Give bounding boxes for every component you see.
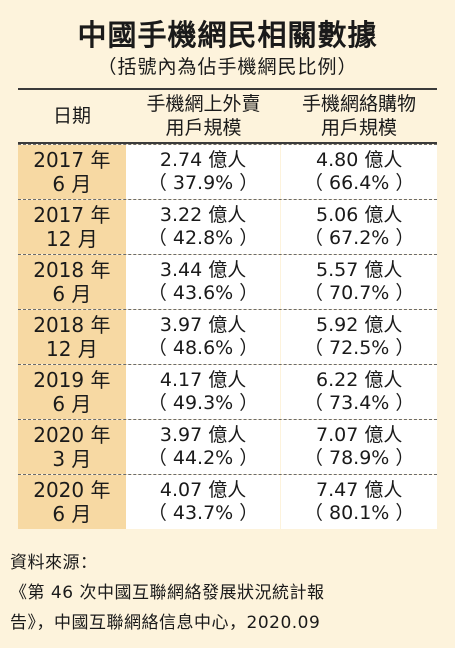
date-year: 2020 年 (33, 423, 111, 447)
takeout-cell: 2.74 億人（ 37.9% ） (125, 145, 282, 199)
takeout-cell: 3.44 億人（ 43.6% ） (125, 255, 282, 309)
takeout-percent: （ 44.2% ） (147, 447, 259, 469)
header-takeout-line2: 用戶規模 (165, 117, 242, 139)
date-cell: 2017 年 12 月 (18, 200, 126, 254)
takeout-cell: 3.22 億人（ 42.8% ） (125, 200, 282, 254)
shopping-percent: （ 67.2% ） (303, 227, 415, 249)
shopping-percent: （ 80.1% ） (303, 502, 415, 524)
shopping-cell: 5.92 億人（ 72.5% ） (281, 310, 437, 364)
takeout-cell: 3.97 億人（ 44.2% ） (125, 420, 282, 474)
takeout-users: 3.97 億人 (159, 314, 247, 336)
date-cell: 2018 年 12 月 (18, 310, 126, 364)
shopping-cell: 7.47 億人（ 80.1% ） (281, 475, 437, 529)
takeout-percent: （ 37.9% ） (147, 172, 259, 194)
takeout-cell: 4.17 億人（ 49.3% ） (125, 365, 282, 419)
takeout-users: 3.97 億人 (159, 424, 247, 446)
shopping-users: 5.06 億人 (316, 204, 403, 226)
takeout-users: 4.07 億人 (159, 479, 247, 501)
shopping-percent: （ 72.5% ） (303, 337, 415, 359)
takeout-users: 4.17 億人 (159, 369, 247, 391)
takeout-percent: （ 48.6% ） (147, 337, 259, 359)
takeout-percent: （ 49.3% ） (147, 392, 259, 414)
shopping-cell: 6.22 億人（ 73.4% ） (281, 365, 437, 419)
header-shopping-line2: 用戶規模 (320, 117, 397, 139)
shopping-users: 6.22 億人 (316, 369, 403, 391)
infographic-subtitle: （括號內為佔手機網民比例） (97, 56, 358, 78)
takeout-users: 3.22 億人 (159, 204, 247, 226)
takeout-users: 2.74 億人 (159, 149, 247, 171)
shopping-users: 5.92 億人 (316, 314, 403, 336)
date-month: 6 月 (52, 502, 92, 526)
shopping-percent: （ 73.4% ） (303, 392, 415, 414)
shopping-users: 5.57 億人 (316, 259, 403, 281)
shopping-users: 7.47 億人 (316, 479, 403, 501)
header-date-label: 日期 (52, 105, 91, 127)
table-top-rule (18, 88, 437, 90)
source-line2: 告》，中國互聯網絡信息中心，2020.09 (10, 613, 321, 633)
header-date: 日期 (18, 104, 126, 128)
source-label: 資料來源： (10, 553, 98, 573)
takeout-cell: 3.97 億人（ 48.6% ） (125, 310, 282, 364)
date-month: 3 月 (52, 447, 92, 471)
header-takeout: 手機網上外賣 用戶規模 (126, 92, 281, 140)
shopping-cell: 4.80 億人（ 66.4% ） (281, 145, 437, 199)
shopping-percent: （ 70.7% ） (303, 282, 415, 304)
infographic-title: 中國手機網民相關數據 (77, 18, 378, 52)
takeout-percent: （ 43.7% ） (147, 502, 259, 524)
header-shopping: 手機網絡購物 用戶規模 (281, 92, 437, 140)
date-month: 6 月 (52, 282, 92, 306)
date-year: 2019 年 (33, 368, 111, 392)
date-year: 2018 年 (33, 313, 111, 337)
shopping-cell: 7.07 億人（ 78.9% ） (281, 420, 437, 474)
takeout-users: 3.44 億人 (159, 259, 247, 281)
date-year: 2020 年 (33, 478, 111, 502)
table-header-row: 日期 手機網上外賣 用戶規模 手機網絡購物 用戶規模 (18, 90, 437, 142)
table-row: 2017 年 12 月 3.22 億人（ 42.8% ） 5.06 億人（ 67.2%… (18, 199, 437, 254)
takeout-percent: （ 43.6% ） (147, 282, 259, 304)
date-month: 12 月 (45, 227, 98, 251)
header-takeout-line1: 手機網上外賣 (146, 93, 261, 115)
takeout-cell: 4.07 億人（ 43.7% ） (125, 475, 282, 529)
takeout-percent: （ 42.8% ） (147, 227, 259, 249)
date-year: 2017 年 (33, 148, 111, 172)
shopping-cell: 5.06 億人（ 67.2% ） (281, 200, 437, 254)
shopping-percent: （ 78.9% ） (303, 447, 415, 469)
source-note: 資料來源： 《第 46 次中國互聯網絡發展狀況統計報 告》，中國互聯網絡信息中心… (10, 548, 450, 638)
shopping-users: 4.80 億人 (316, 149, 403, 171)
date-year: 2017 年 (33, 203, 111, 227)
table-row: 2018 年 12 月 3.97 億人（ 48.6% ） 5.92 億人（ 72.5%… (18, 309, 437, 364)
date-month: 6 月 (52, 392, 92, 416)
source-line1: 《第 46 次中國互聯網絡發展狀況統計報 (10, 583, 325, 603)
header-shopping-line1: 手機網絡購物 (301, 93, 416, 115)
shopping-users: 7.07 億人 (316, 424, 403, 446)
date-month: 6 月 (52, 172, 92, 196)
shopping-percent: （ 66.4% ） (303, 172, 415, 194)
date-month: 12 月 (45, 337, 98, 361)
table-header-rule (18, 142, 437, 144)
date-year: 2018 年 (33, 258, 111, 282)
shopping-cell: 5.57 億人（ 70.7% ） (281, 255, 437, 309)
